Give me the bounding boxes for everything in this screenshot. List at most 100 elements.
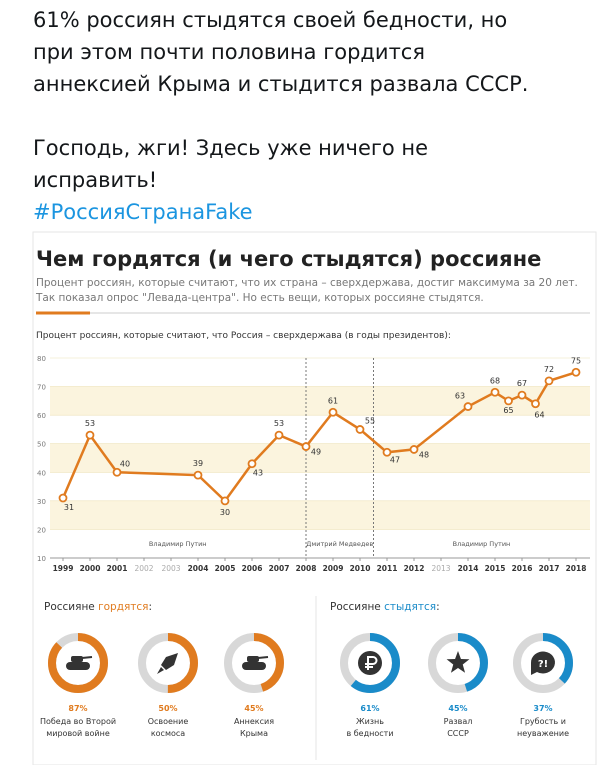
- y-tick-label: 40: [37, 469, 46, 477]
- infographic-frame: [32, 231, 597, 765]
- data-point: [112, 467, 122, 477]
- data-point: [355, 425, 365, 434]
- data-label: 39: [193, 459, 203, 468]
- tweet-line: аннексией Крыма и стыдится развала СССР.: [33, 72, 529, 96]
- donut-arc: [224, 633, 284, 693]
- x-tick-label: 2006: [242, 564, 263, 573]
- data-label: 67: [517, 379, 527, 388]
- data-point: [463, 402, 473, 411]
- heading-part: гордятся: [98, 601, 148, 613]
- heading-part: Россияне: [44, 601, 98, 613]
- data-point: [409, 445, 419, 454]
- x-tick-label: 2004: [188, 564, 209, 573]
- data-label: 31: [64, 503, 74, 512]
- tweet-line: Господь, жги! Здесь уже ничего не: [33, 136, 429, 160]
- data-point: [85, 430, 95, 440]
- donut-arc: [513, 633, 573, 693]
- donut-value: 87%: [68, 704, 87, 713]
- y-tick-label: 10: [37, 555, 46, 563]
- heading-part: стыдятся: [384, 601, 436, 613]
- icon: [446, 651, 470, 673]
- donut-arc: [138, 633, 198, 693]
- icon: [365, 656, 378, 670]
- donut-label: Грубость и: [520, 717, 566, 726]
- data-label: 48: [419, 450, 429, 459]
- data-label: 30: [220, 508, 230, 517]
- donut-value: 45%: [448, 704, 467, 713]
- donut-label: неуважение: [517, 729, 569, 738]
- data-point: [220, 496, 230, 506]
- data-label: 68: [490, 376, 500, 385]
- y-tick-label: 70: [37, 384, 46, 392]
- donut-label: Освоение: [148, 717, 189, 726]
- data-label: 64: [534, 411, 544, 420]
- donut-value: 37%: [533, 704, 552, 713]
- donut-label: мировой войне: [46, 729, 110, 738]
- icon: [242, 662, 266, 670]
- icon: [66, 662, 90, 670]
- data-point: [517, 390, 527, 400]
- chart-title: Процент россиян, которые считают, что Ро…: [36, 331, 451, 341]
- heading-part: :: [436, 601, 440, 613]
- y-tick-label: 20: [37, 526, 46, 534]
- y-tick-label: 50: [37, 441, 46, 449]
- data-point: [301, 442, 311, 451]
- panel-heading: Россияне стыдятся:: [330, 601, 440, 613]
- data-point: [571, 367, 581, 377]
- donut-arc: [428, 633, 488, 693]
- data-point: [382, 447, 392, 457]
- donut-label: Развал: [444, 717, 473, 726]
- data-label: 61: [328, 396, 338, 405]
- x-tick-label: 2013: [431, 564, 450, 573]
- icon: [257, 656, 269, 659]
- x-tick-label: 2012: [404, 564, 425, 573]
- data-point: [193, 470, 203, 480]
- tweet-text: 61% россиян стыдятся своей бедности, но п…: [33, 4, 603, 228]
- donut-arc: [340, 633, 400, 693]
- x-tick-label: 2005: [215, 564, 236, 573]
- data-point: [328, 407, 338, 417]
- x-tick-label: 2000: [80, 564, 101, 573]
- data-point: [58, 493, 68, 503]
- donut-label: Аннексия: [234, 717, 274, 726]
- icon: [71, 656, 83, 662]
- donut-label: Крыма: [240, 729, 268, 738]
- panel-heading: Россияне гордятся:: [44, 601, 152, 613]
- tweet-line[interactable]: #РоссияСтранаFake: [33, 200, 253, 224]
- x-tick-label: 2010: [350, 564, 371, 573]
- donut-value: 61%: [360, 704, 379, 713]
- x-tick-label: 1999: [53, 564, 74, 573]
- donut-label: Победа во Второй: [40, 717, 116, 726]
- donut-value: 45%: [244, 704, 263, 713]
- tweet-line: исправить!: [33, 168, 158, 192]
- icon: [157, 653, 178, 674]
- grid-band: [50, 386, 590, 416]
- data-label: 43: [253, 469, 263, 478]
- heading-part: Россияне: [330, 601, 384, 613]
- subtitle: Процент россиян, которые считают, что их…: [36, 277, 578, 289]
- y-tick-label: 80: [37, 355, 46, 363]
- donut-label: СССР: [447, 729, 469, 738]
- icon: [81, 656, 93, 659]
- period-label: Дмитрий Медведев: [306, 540, 373, 548]
- x-tick-label: 2007: [269, 564, 290, 573]
- data-point: [504, 396, 513, 406]
- x-tick-label: 2017: [539, 564, 560, 573]
- y-tick-label: 60: [37, 412, 46, 420]
- data-label: 75: [571, 356, 581, 365]
- x-tick-label: 2014: [458, 564, 479, 573]
- data-point: [544, 376, 554, 386]
- donut-arc: [48, 633, 108, 693]
- period-label: Владимир Путин: [453, 540, 511, 548]
- infographic-title: Чем гордятся (и чего стыдятся) россияне: [36, 247, 541, 271]
- data-label: 63: [455, 392, 465, 401]
- period-label: Владимир Путин: [149, 540, 207, 548]
- data-label: 72: [544, 365, 554, 374]
- donut-label: Жизнь: [356, 717, 384, 726]
- heading-part: :: [149, 601, 153, 613]
- x-tick-label: 2016: [512, 564, 533, 573]
- x-tick-label: 2003: [161, 564, 180, 573]
- icon: [530, 651, 555, 675]
